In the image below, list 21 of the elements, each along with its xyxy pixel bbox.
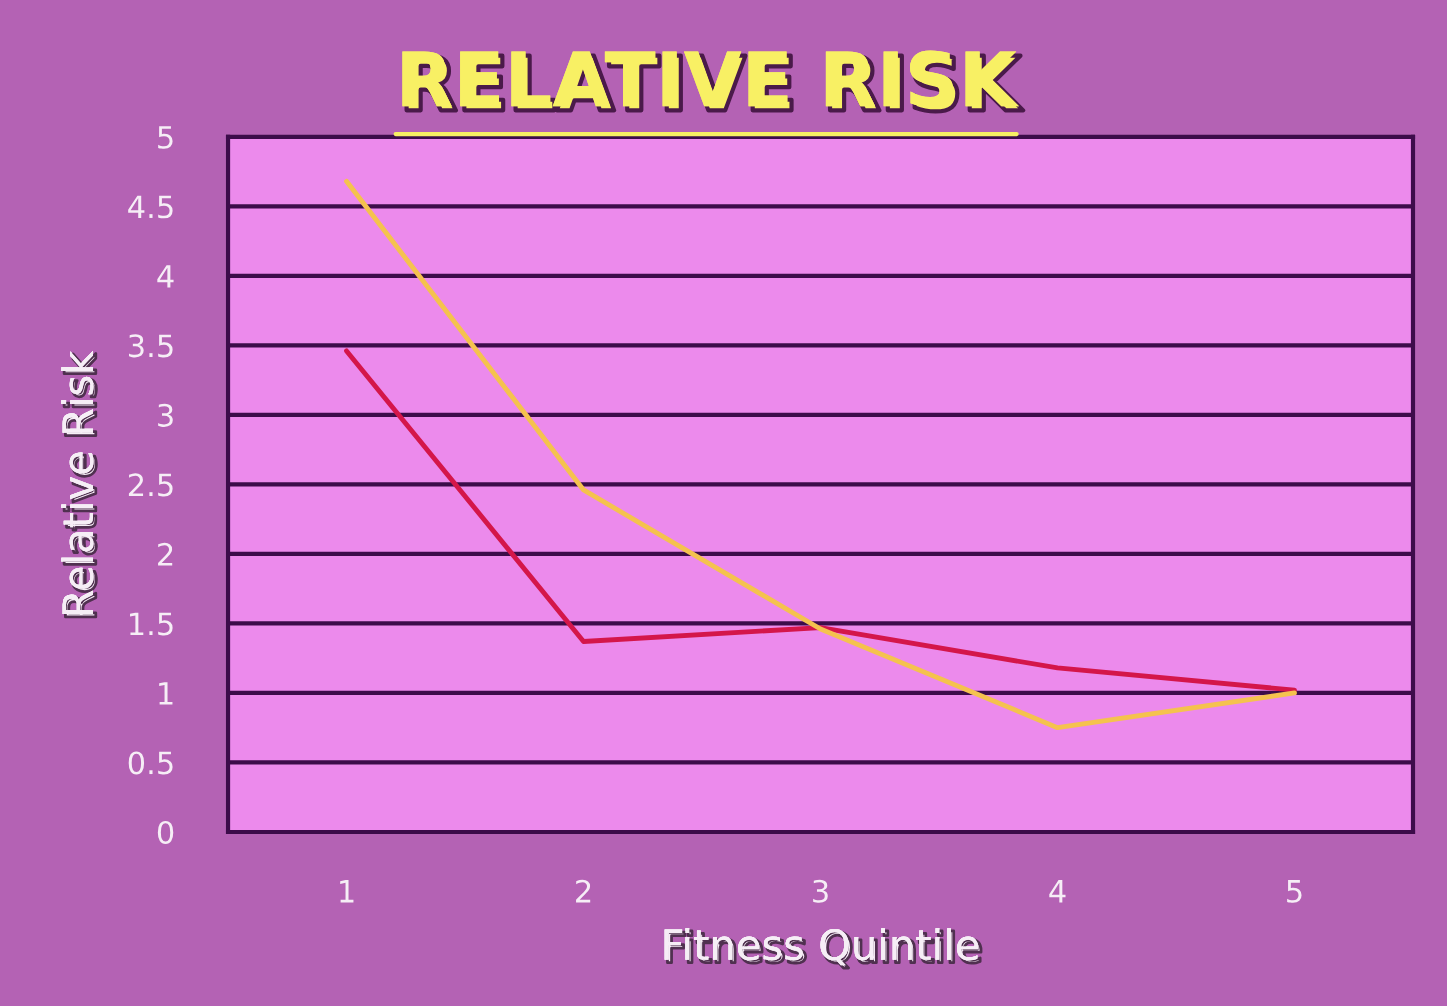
y-axis-title: Relative Risk — [61, 350, 97, 617]
x-tick-label: 3 — [813, 879, 828, 903]
x-tick-label: 2 — [576, 879, 591, 903]
x-tick-label: 4 — [1049, 880, 1066, 903]
y-tick-label: 3 — [158, 403, 173, 427]
y-tick-label: 4.5 — [128, 195, 173, 219]
y-tick-label: 2 — [158, 542, 173, 566]
x-axis-title: Fitness Quintile — [664, 928, 982, 969]
line-series — [344, 348, 1297, 693]
y-tick-label: 2.5 — [128, 473, 173, 497]
line-series — [344, 178, 1297, 731]
chart-title: RELATIVE RISK — [402, 50, 1024, 112]
y-tick-label: 1.5 — [130, 612, 173, 636]
x-tick-label: 1 — [340, 880, 354, 903]
y-tick-label: 0 — [157, 820, 174, 845]
y-tick-label: 3.5 — [129, 334, 173, 358]
y-tick-label: 5 — [158, 126, 173, 149]
y-tick-label: 1 — [159, 682, 173, 705]
x-tick-label: 5 — [1287, 880, 1302, 903]
y-tick-label: 0.5 — [128, 751, 173, 775]
y-tick-label: 4 — [157, 265, 174, 288]
